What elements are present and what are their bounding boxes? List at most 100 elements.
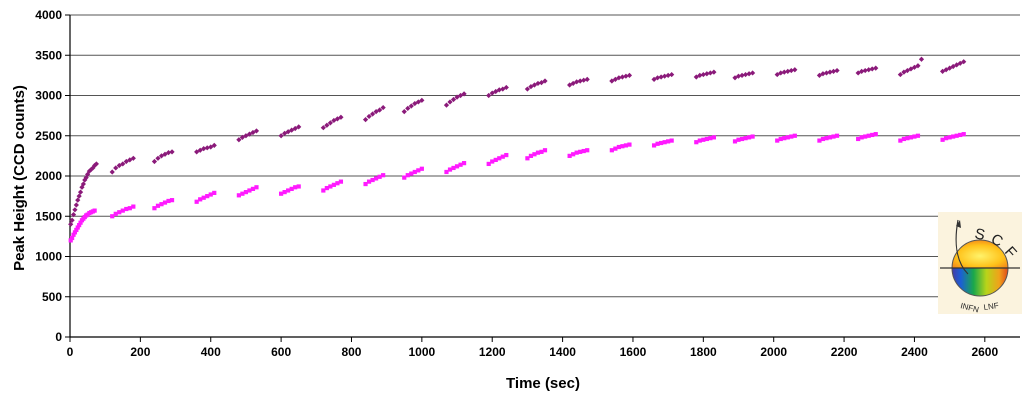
data-point-square (947, 135, 952, 140)
y-tick-label: 2500 (35, 129, 62, 143)
data-point-square (951, 134, 956, 139)
data-point-diamond (961, 59, 967, 65)
logo-caption-infn: INFN (960, 301, 981, 314)
data-point-square (236, 193, 241, 198)
data-point-square (247, 188, 252, 193)
data-point-diamond (711, 69, 717, 75)
data-point-square (412, 169, 417, 175)
data-point-square (571, 152, 576, 157)
data-point-diamond (735, 73, 742, 79)
data-point-square (409, 171, 414, 176)
data-point-diamond (204, 145, 210, 151)
data-point-diamond (897, 71, 903, 78)
data-point-square (711, 135, 716, 140)
data-point-square (208, 192, 213, 197)
data-point-diamond (581, 77, 587, 83)
data-point-diamond (570, 80, 576, 87)
data-point-square (908, 135, 914, 140)
data-point-diamond (820, 71, 826, 77)
data-point-diamond (700, 71, 706, 78)
data-point-diamond (120, 161, 126, 167)
data-point-square (743, 136, 748, 141)
data-point-diamond (130, 155, 136, 161)
data-point-diamond (693, 74, 699, 80)
data-point-diamond (830, 68, 837, 74)
data-point-square (578, 149, 583, 154)
data-point-square (68, 238, 73, 243)
data-point-square (110, 214, 115, 219)
data-point-diamond (496, 87, 502, 93)
data-point-square (866, 133, 871, 138)
series-1 (68, 132, 966, 243)
data-point-diamond (155, 155, 161, 161)
data-point-diamond (211, 142, 217, 149)
data-point-square (205, 194, 210, 199)
data-point-square (250, 186, 256, 191)
data-point-diamond (584, 76, 590, 82)
data-point-diamond (84, 171, 91, 177)
data-point-square (651, 143, 657, 148)
data-point-diamond (377, 107, 383, 113)
data-point-square (486, 161, 491, 167)
data-point-square (240, 191, 245, 196)
data-point-square (655, 141, 660, 146)
data-point-square (669, 138, 674, 143)
data-point-square (321, 188, 326, 193)
data-point-diamond (901, 69, 907, 75)
data-point-diamond (69, 217, 75, 223)
data-point-square (497, 156, 502, 161)
data-point-diamond (450, 96, 457, 103)
data-point-diamond (419, 97, 425, 103)
data-point-diamond (73, 202, 79, 208)
x-tick-label: 1000 (409, 345, 436, 359)
data-point-square (335, 181, 340, 186)
data-point-diamond (405, 105, 411, 111)
data-point-square (70, 235, 75, 241)
data-point-diamond (169, 149, 175, 155)
data-point-square (454, 164, 460, 169)
data-point-square (500, 154, 505, 159)
data-point-diamond (461, 91, 467, 97)
data-point-diamond (662, 73, 668, 79)
grid-lines (70, 14, 1020, 298)
data-point-diamond (380, 104, 386, 111)
data-point-square (71, 232, 76, 237)
data-point-diamond (151, 158, 158, 165)
data-point-square (581, 148, 586, 154)
data-point-diamond (77, 189, 84, 195)
data-point-square (940, 137, 945, 142)
data-point-square (627, 142, 632, 147)
data-point-diamond (454, 94, 460, 100)
data-point-square (374, 176, 379, 181)
x-tick-label: 200 (130, 345, 150, 359)
data-point-diamond (739, 72, 745, 78)
x-tick-label: 400 (201, 345, 221, 359)
data-point-square (338, 179, 344, 184)
data-point-diamond (746, 71, 752, 77)
data-point-square (785, 135, 790, 140)
data-point-square (166, 198, 171, 204)
data-point-diamond (943, 67, 949, 73)
data-point-diamond (626, 72, 633, 78)
data-point-diamond (296, 124, 302, 130)
data-point-square (782, 136, 787, 141)
data-point-square (152, 206, 157, 211)
data-point-diamond (697, 72, 703, 78)
data-point-square (954, 133, 959, 138)
data-point-square (162, 200, 168, 205)
y-tick-label: 3000 (35, 89, 62, 103)
data-point-square (863, 134, 868, 139)
data-point-diamond (577, 78, 583, 84)
data-point-square (117, 210, 122, 215)
data-point-diamond (827, 69, 833, 75)
data-point-diamond (950, 63, 956, 70)
data-point-square (254, 185, 259, 190)
data-point-square (131, 204, 136, 209)
data-point-diamond (834, 67, 840, 74)
data-point-diamond (338, 114, 344, 120)
data-point-square (535, 150, 541, 155)
data-point-square (504, 152, 509, 158)
data-point-square (124, 206, 129, 212)
data-point-diamond (524, 86, 531, 92)
data-point-diamond (873, 65, 879, 71)
